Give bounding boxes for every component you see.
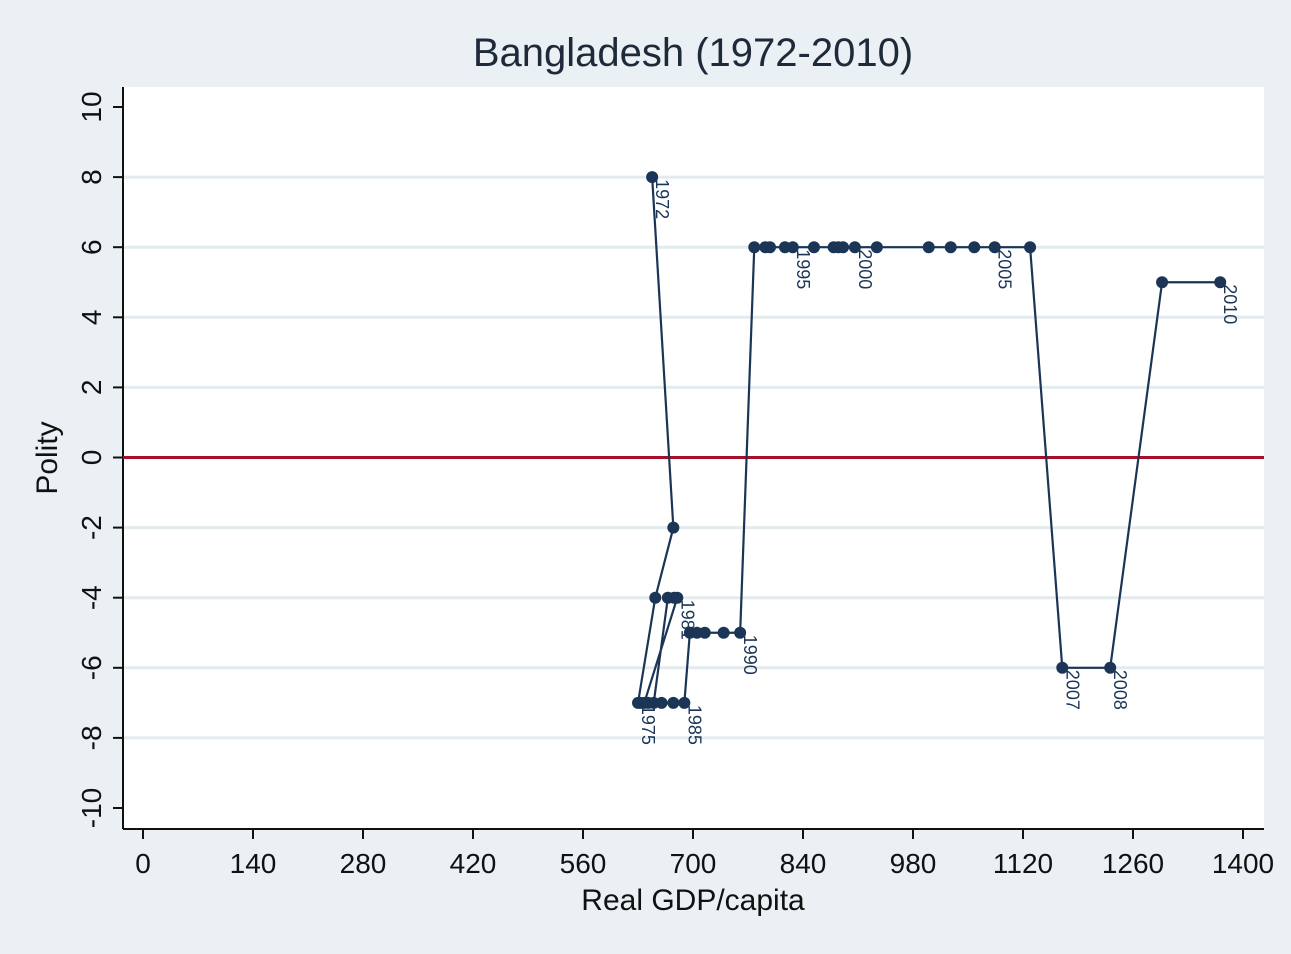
y-tick-label: -8: [76, 725, 107, 750]
point-label-1985: 1985: [684, 705, 704, 745]
data-point-1981: [671, 591, 684, 604]
data-point-1996: [808, 241, 820, 254]
data-point-2006: [1024, 241, 1037, 254]
data-point-2000: [848, 241, 861, 254]
data-point-1974: [649, 591, 662, 604]
x-tick-label: 0: [135, 848, 151, 879]
x-tick-label: 980: [890, 848, 937, 879]
point-label-2000: 2000: [855, 249, 875, 289]
data-point-2005: [988, 241, 1001, 254]
x-tick-label: 560: [560, 848, 607, 879]
data-point-1973: [667, 521, 680, 534]
point-label-2007: 2007: [1062, 670, 1082, 710]
data-point-2003: [944, 241, 957, 254]
data-point-1993: [764, 241, 776, 254]
point-label-1981: 1981: [677, 600, 697, 640]
chart-title: Bangladesh (1972-2010): [473, 31, 913, 75]
data-point-1989: [717, 626, 730, 639]
data-point-2010: [1214, 276, 1227, 289]
x-tick-label: 140: [230, 848, 277, 879]
data-point-1999: [837, 241, 850, 254]
point-label-1975: 1975: [638, 705, 658, 745]
point-label-2005: 2005: [995, 249, 1015, 289]
data-point-1988: [698, 626, 711, 639]
point-label-1990: 1990: [740, 635, 760, 675]
point-label-2008: 2008: [1110, 670, 1130, 710]
y-axis-label: Polity: [31, 421, 64, 494]
data-point-2009: [1156, 276, 1169, 289]
point-label-1972: 1972: [652, 179, 672, 219]
y-tick-label: 6: [76, 239, 107, 255]
data-point-1995: [786, 241, 799, 254]
point-label-2010: 2010: [1220, 284, 1240, 324]
data-point-2008: [1104, 661, 1117, 674]
x-tick-label: 1260: [1102, 848, 1164, 879]
x-axis-label: Real GDP/capita: [581, 884, 805, 917]
data-point-1984: [667, 696, 680, 709]
data-point-1985: [678, 696, 691, 709]
y-tick-label: 2: [76, 380, 107, 396]
y-tick-label: -4: [76, 585, 107, 610]
data-point-1982: [638, 696, 651, 709]
data-point-1991: [748, 241, 761, 254]
x-tick-label: 280: [340, 848, 387, 879]
data-point-2004: [968, 241, 981, 254]
x-tick-label: 1120: [993, 848, 1053, 879]
data-point-1983: [655, 696, 668, 709]
data-point-1972: [646, 171, 659, 184]
x-tick-label: 420: [450, 848, 497, 879]
x-tick-label: 1400: [1212, 848, 1274, 879]
y-tick-label: 0: [76, 450, 107, 466]
y-tick-label: 8: [76, 169, 107, 185]
data-point-2002: [922, 241, 935, 254]
x-tick-label: 840: [780, 848, 827, 879]
y-tick-label: -2: [76, 515, 107, 540]
point-label-1995: 1995: [793, 249, 813, 289]
x-tick-label: 700: [670, 848, 717, 879]
data-point-2007: [1056, 661, 1069, 674]
y-tick-label: 4: [76, 310, 107, 326]
y-tick-label: -10: [76, 788, 107, 828]
y-tick-label: 10: [76, 91, 107, 122]
data-point-2001: [870, 241, 883, 254]
data-point-1990: [734, 626, 747, 639]
y-tick-label: -6: [76, 655, 107, 680]
